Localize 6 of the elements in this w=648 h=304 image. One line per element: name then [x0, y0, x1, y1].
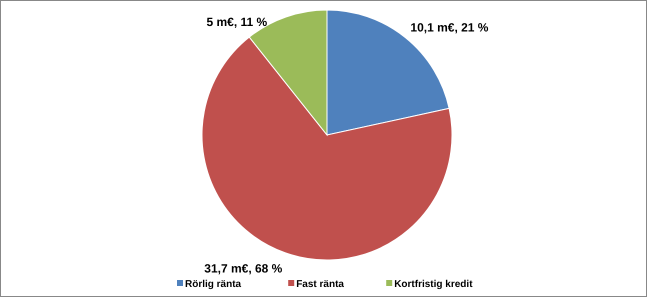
data-label: 5 m€, 11 % — [206, 15, 268, 29]
legend-label: Fast ränta — [296, 279, 344, 290]
data-label: 31,7 m€, 68 % — [204, 261, 283, 276]
legend-label: Rörlig ränta — [185, 279, 242, 290]
legend-label: Kortfristig kredit — [394, 279, 474, 290]
data-label: 10,1 m€, 21 % — [410, 20, 489, 34]
